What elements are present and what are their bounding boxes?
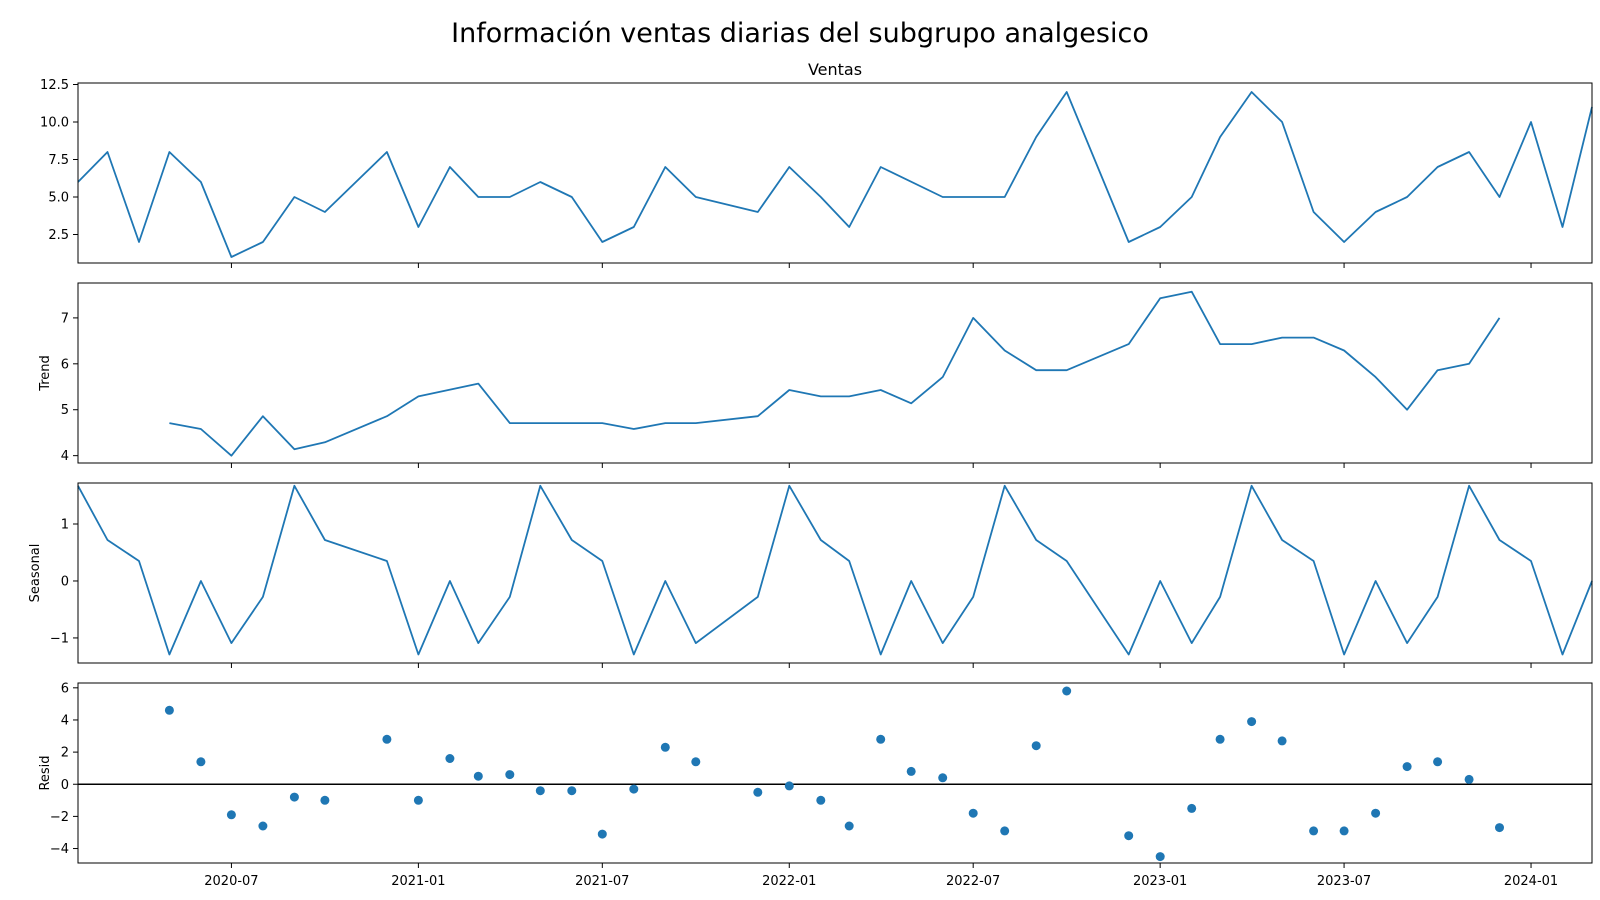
resid-ytick-label: 6 [61,681,69,696]
resid-point [1247,717,1257,727]
chart-panels: 2.5 5.0 7.5 10.0 12.5 Ventas 4 5 6 7 Trend −1 0 1 Seas… [28,60,1593,889]
seasonal-ytick-label: 1 [61,518,69,533]
xtick-label: 2023-01 [1133,874,1187,889]
resid-point [1339,826,1349,836]
resid-point [753,787,763,797]
resid-point [876,734,886,744]
resid-ytick-label: −4 [50,842,69,857]
resid-point [1402,762,1412,772]
resid-point [320,795,330,805]
panel-resid: −4 −2 0 2 4 6 2020-07 2021-01 2021-07 2022-01 2022… [38,681,1593,889]
xtick-label: 2022-07 [946,874,1000,889]
resid-point [226,810,236,820]
resid-point [505,770,515,780]
resid-point [1371,808,1381,818]
resid-point [1124,831,1134,841]
resid-point [938,773,948,783]
seasonal-axes-frame [77,482,1593,664]
resid-point [597,829,607,839]
resid-point [535,786,545,796]
trend-series-line [169,290,1501,457]
resid-point [1031,741,1041,751]
seasonal-ytick-label: −1 [50,631,69,646]
resid-point [1187,803,1197,813]
resid-point [567,786,577,796]
resid-point [289,792,299,802]
ventas-ytick-label: 12.5 [40,78,69,93]
trend-ytick-label: 7 [61,311,69,326]
resid-point [1309,826,1319,836]
panel-seasonal: −1 0 1 Seasonal [28,482,1593,668]
resid-point [784,781,794,791]
resid-point [382,734,392,744]
resid-ytick-label: 4 [61,713,69,728]
seasonal-ytick-label: 0 [61,574,69,589]
resid-ytick-label: 2 [61,746,69,761]
ventas-ytick-label: 5.0 [48,191,69,206]
resid-point [1277,736,1287,746]
ventas-title: Ventas [808,60,862,79]
resid-point [906,766,916,776]
xtick-label: 2024-01 [1504,874,1558,889]
xtick-label: 2021-07 [575,874,629,889]
xtick-label: 2023-07 [1317,874,1371,889]
ventas-ytick-label: 10.0 [40,116,69,131]
resid-point [1155,852,1165,862]
resid-point [968,808,978,818]
resid-point [844,821,854,831]
resid-point [691,757,701,767]
resid-ytick-label: −2 [50,810,69,825]
resid-axes-frame [77,682,1593,864]
seasonal-series-line [77,484,1593,656]
resid-point [164,705,174,715]
ventas-axes-frame [77,82,1593,264]
panel-ventas: 2.5 5.0 7.5 10.0 12.5 Ventas [40,60,1593,268]
resid-point [660,742,670,752]
resid-point [413,795,423,805]
seasonal-ylabel: Seasonal [28,544,43,603]
ventas-ytick-label: 7.5 [48,153,69,168]
resid-point [196,757,206,767]
ventas-series-line [77,91,1593,258]
resid-point [816,795,826,805]
trend-ytick-label: 6 [61,357,69,372]
resid-point [629,784,639,794]
xtick-label: 2020-07 [204,874,258,889]
resid-point [1433,757,1443,767]
trend-axes-frame [77,282,1593,464]
figure-title: Información ventas diarias del subgrupo … [451,18,1149,49]
trend-ytick-label: 4 [61,449,69,464]
xtick-label: 2021-01 [391,874,445,889]
xtick-label: 2022-01 [762,874,816,889]
resid-point [1464,774,1474,784]
trend-ytick-label: 5 [61,403,69,418]
trend-ylabel: Trend [38,355,53,392]
resid-point [1000,826,1010,836]
resid-point [473,771,483,781]
resid-point [258,821,268,831]
panel-trend: 4 5 6 7 Trend [38,282,1593,468]
resid-ylabel: Resid [38,755,53,790]
resid-point [1215,734,1225,744]
ventas-ytick-label: 2.5 [48,228,69,243]
resid-point [445,754,455,763]
resid-point [1495,823,1504,833]
resid-point [1062,686,1072,696]
resid-ytick-label: 0 [61,778,69,793]
